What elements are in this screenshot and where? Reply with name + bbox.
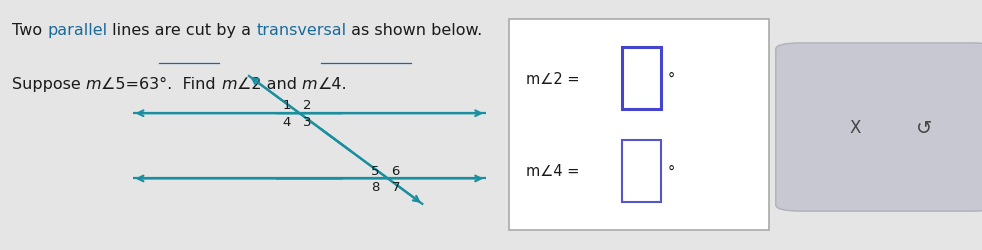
FancyBboxPatch shape: [776, 44, 982, 211]
Text: 8: 8: [370, 180, 379, 193]
Bar: [622, 48, 661, 110]
Text: °: °: [668, 71, 675, 86]
Text: 4: 4: [282, 115, 291, 128]
Text: 6: 6: [392, 164, 400, 177]
Text: m∠2 =: m∠2 =: [526, 71, 579, 86]
Text: m: m: [85, 76, 101, 91]
Text: 1: 1: [282, 99, 291, 112]
Text: as shown below.: as shown below.: [347, 22, 483, 38]
Bar: [509, 20, 769, 230]
Text: 3: 3: [303, 115, 311, 128]
Text: transversal: transversal: [256, 22, 347, 38]
Text: m∠4 =: m∠4 =: [526, 164, 579, 179]
Text: parallel: parallel: [47, 22, 107, 38]
Text: lines are cut by a: lines are cut by a: [107, 22, 256, 38]
Text: 2: 2: [303, 99, 311, 112]
Text: 7: 7: [392, 180, 400, 193]
Text: ↺: ↺: [916, 118, 932, 137]
Text: Suppose: Suppose: [12, 76, 85, 91]
Text: °: °: [668, 164, 675, 179]
Text: ∠2 and: ∠2 and: [237, 76, 301, 91]
Text: 5: 5: [370, 164, 379, 177]
Text: ∠4.: ∠4.: [317, 76, 347, 91]
Text: X: X: [849, 118, 861, 136]
Text: m: m: [301, 76, 317, 91]
Text: ∠5=63°.  Find: ∠5=63°. Find: [101, 76, 221, 91]
Text: Two: Two: [12, 22, 47, 38]
Text: m: m: [221, 76, 237, 91]
Bar: [622, 140, 661, 202]
